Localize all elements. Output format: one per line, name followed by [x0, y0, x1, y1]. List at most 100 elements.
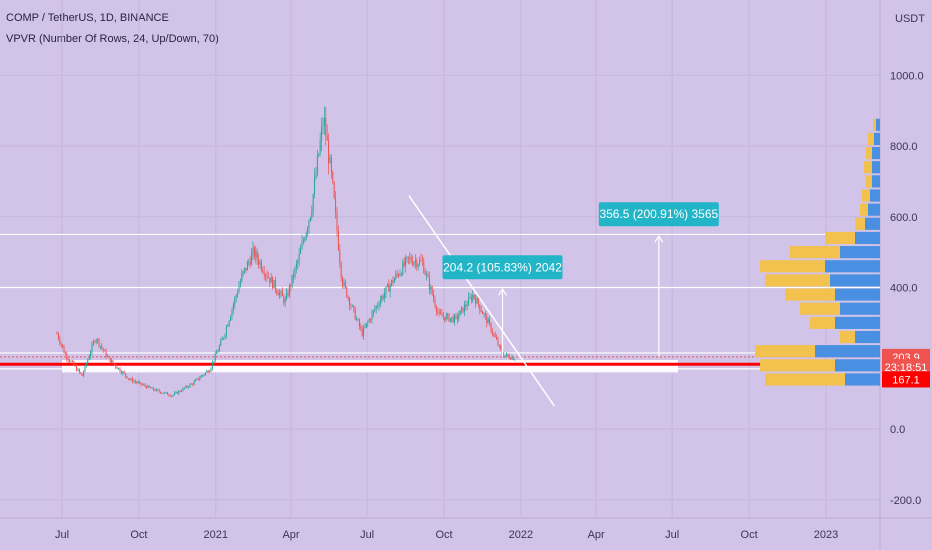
candle-body [514, 359, 516, 361]
y-tick-label: 600.0 [890, 212, 918, 224]
candle-body [269, 277, 271, 283]
candle-body [402, 262, 404, 275]
candle-body [507, 354, 509, 356]
candle-body [430, 286, 432, 290]
symbol-title[interactable]: COMP / TetherUS, 1D, BINANCE [6, 12, 169, 24]
candle-body [504, 355, 506, 357]
volume-profile-up-bar [845, 373, 880, 386]
candle-body [330, 157, 332, 172]
candle-body [357, 318, 359, 320]
candle-body [500, 345, 502, 350]
candle-body [297, 260, 299, 264]
candle-body [101, 345, 103, 349]
candle-body [311, 210, 313, 218]
candle-body [231, 309, 233, 317]
descending-trendline[interactable] [408, 195, 555, 407]
volume-profile-down-bar [866, 175, 872, 188]
candle-body [416, 260, 418, 268]
candle-body [104, 350, 106, 352]
candle-body [434, 299, 436, 307]
candle-body [196, 378, 198, 380]
volume-profile-down-bar [800, 302, 840, 315]
candle-body [421, 260, 423, 262]
candle-body [94, 341, 96, 343]
candle-body [333, 182, 335, 199]
candle-body [60, 343, 62, 345]
candle-body [342, 277, 344, 286]
candle-body [456, 315, 458, 319]
candle-body [305, 232, 307, 240]
candle-body [473, 294, 475, 298]
candle-body [193, 381, 195, 385]
candle-body [143, 384, 145, 386]
volume-profile-down-bar [840, 330, 855, 344]
volume-profile-up-bar [855, 231, 880, 245]
candle-body [363, 327, 365, 336]
candle-body [377, 305, 379, 307]
candle-body [204, 372, 206, 375]
candle-body [494, 334, 496, 338]
candle-body [192, 383, 194, 385]
candle-body [255, 251, 257, 258]
candle-body [92, 341, 94, 345]
candle-body [242, 271, 244, 274]
candle-body [70, 361, 72, 362]
candle-body [508, 355, 510, 359]
candle-body [262, 269, 264, 273]
candle-body [403, 262, 405, 266]
indicator-label[interactable]: VPVR (Number Of Rows, 24, Up/Down, 70) [6, 33, 219, 45]
candle-body [371, 312, 373, 321]
candle-body [511, 357, 513, 360]
candle-body [223, 337, 225, 339]
volume-profile-up-bar [815, 345, 880, 358]
candle-body [167, 392, 169, 395]
candle-body [224, 334, 226, 338]
x-tick-label: Jul [55, 529, 69, 541]
candle-body [176, 391, 178, 394]
candle-body [120, 371, 122, 374]
candle-body [343, 281, 345, 286]
candle-body [108, 356, 110, 358]
candle-body [67, 358, 69, 361]
candle-body [102, 348, 104, 351]
candle-body [116, 367, 118, 369]
projection-arrow-head [654, 235, 664, 243]
volume-profile-down-bar [868, 132, 874, 145]
candle-body [448, 314, 450, 322]
candle-body [59, 338, 61, 344]
candle-body [301, 241, 303, 249]
candle-body [392, 279, 394, 283]
projection-label-box[interactable] [442, 255, 563, 280]
candle-body [463, 304, 465, 313]
projection-label-box[interactable] [598, 202, 719, 227]
candle-body [83, 371, 85, 376]
candle-body [480, 310, 482, 312]
candle-body [391, 279, 393, 285]
y-tick-label: -200.0 [890, 495, 921, 507]
candle-body [197, 378, 199, 380]
x-tick-label: Oct [130, 529, 147, 541]
support-zone[interactable] [62, 360, 678, 373]
volume-profile-up-bar [874, 132, 880, 145]
candle-body [78, 369, 80, 373]
volume-profile-down-bar [864, 161, 872, 174]
candle-body [280, 291, 282, 293]
candle-body [186, 386, 188, 388]
candle-body [344, 281, 346, 288]
x-tick-label: Apr [282, 529, 299, 541]
price-tag-box [882, 359, 930, 376]
x-tick-label: Oct [435, 529, 452, 541]
candle-body [286, 292, 288, 300]
candle-body [95, 340, 97, 342]
candle-body [125, 373, 127, 376]
candle-body [302, 240, 304, 242]
candle-body [319, 140, 321, 154]
candle-body [238, 286, 240, 293]
volume-profile-up-bar [835, 316, 880, 329]
candle-body [207, 370, 209, 373]
candle-body [97, 339, 99, 341]
volume-profile-down-bar [765, 373, 845, 386]
x-tick-label: 2023 [814, 529, 838, 541]
candle-body [158, 390, 160, 392]
